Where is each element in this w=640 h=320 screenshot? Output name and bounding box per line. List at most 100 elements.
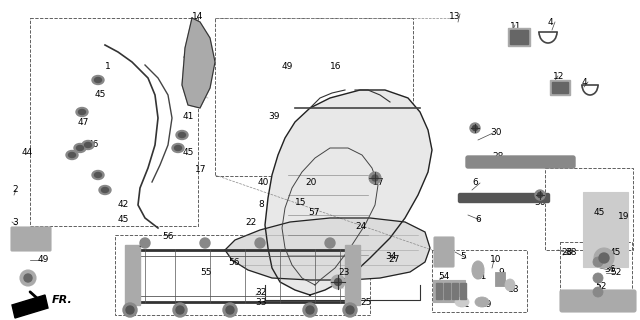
Ellipse shape [176, 131, 188, 140]
Polygon shape [225, 218, 430, 280]
Text: TA04B4012G: TA04B4012G [586, 305, 635, 314]
Ellipse shape [77, 146, 83, 150]
Text: 8: 8 [258, 200, 264, 209]
Text: 6: 6 [472, 178, 477, 187]
Text: 10: 10 [490, 255, 502, 264]
Ellipse shape [475, 297, 489, 307]
Ellipse shape [68, 153, 76, 157]
Text: 32: 32 [255, 288, 266, 297]
Ellipse shape [66, 150, 78, 159]
Circle shape [255, 238, 265, 248]
Circle shape [140, 238, 150, 248]
Ellipse shape [179, 132, 186, 138]
Text: 21: 21 [475, 272, 486, 281]
Bar [433, 280, 465, 302]
Circle shape [369, 172, 381, 184]
Text: 52: 52 [595, 282, 606, 291]
Text: 4: 4 [582, 78, 588, 87]
Text: 27: 27 [388, 255, 399, 264]
Text: 42: 42 [118, 200, 129, 209]
Text: 6: 6 [475, 215, 481, 224]
Text: 3: 3 [12, 218, 18, 227]
Circle shape [343, 303, 357, 317]
Circle shape [200, 238, 210, 248]
Circle shape [593, 287, 603, 297]
Text: 43: 43 [183, 52, 195, 61]
Bar [583, 192, 628, 267]
Circle shape [126, 306, 134, 314]
Text: 16: 16 [330, 62, 342, 71]
Bar [495, 272, 505, 286]
Circle shape [226, 306, 234, 314]
Text: 59: 59 [22, 238, 33, 247]
Circle shape [176, 306, 184, 314]
Text: 14: 14 [192, 12, 204, 21]
Bar [115, 235, 370, 315]
Circle shape [123, 303, 137, 317]
Circle shape [372, 175, 378, 181]
Circle shape [538, 193, 543, 197]
Text: 22: 22 [245, 218, 256, 227]
Text: 40: 40 [258, 178, 269, 187]
Text: 2: 2 [12, 185, 18, 194]
Text: 34: 34 [385, 252, 396, 261]
Text: 5: 5 [460, 252, 466, 261]
Circle shape [535, 190, 545, 200]
Text: 47: 47 [78, 118, 90, 127]
Text: 48: 48 [478, 195, 490, 204]
Ellipse shape [76, 108, 88, 116]
Circle shape [24, 274, 32, 282]
Text: 55: 55 [200, 268, 211, 277]
Text: 57: 57 [308, 208, 319, 217]
Circle shape [599, 253, 609, 263]
Circle shape [594, 248, 614, 268]
Bar [510, 30, 528, 44]
Circle shape [593, 257, 603, 267]
Text: 46: 46 [88, 140, 99, 149]
Ellipse shape [505, 279, 515, 291]
Bar [432, 250, 527, 312]
Text: 20: 20 [305, 178, 316, 187]
Circle shape [223, 303, 237, 317]
Text: 30: 30 [534, 198, 545, 207]
Ellipse shape [455, 297, 469, 307]
Circle shape [331, 275, 345, 289]
Ellipse shape [74, 143, 86, 153]
Bar [444, 283, 450, 299]
Text: 45: 45 [95, 90, 106, 99]
Text: 28: 28 [492, 152, 504, 161]
Text: FR.: FR. [52, 295, 73, 305]
Circle shape [303, 303, 317, 317]
FancyBboxPatch shape [560, 290, 636, 312]
Circle shape [173, 303, 187, 317]
Text: 24: 24 [355, 222, 366, 231]
Bar [545, 168, 633, 250]
Text: 54: 54 [438, 272, 449, 281]
Text: 23: 23 [338, 268, 349, 277]
Text: 35: 35 [600, 295, 611, 304]
Text: 58: 58 [442, 238, 454, 247]
Text: 9: 9 [498, 268, 504, 277]
Circle shape [593, 273, 603, 283]
Text: 45: 45 [183, 148, 195, 157]
FancyBboxPatch shape [458, 194, 550, 203]
Text: 51: 51 [332, 280, 344, 289]
Bar [125, 245, 140, 305]
Text: 39: 39 [268, 112, 280, 121]
Bar [30, 18, 198, 226]
FancyBboxPatch shape [434, 237, 454, 267]
Text: 45: 45 [594, 208, 605, 217]
Bar [550, 80, 570, 95]
Bar [215, 18, 413, 176]
Text: 12: 12 [553, 72, 564, 81]
Bar [560, 242, 632, 310]
Ellipse shape [82, 140, 94, 149]
Bar [552, 82, 568, 93]
Text: 30: 30 [490, 128, 502, 137]
Text: 15: 15 [295, 198, 307, 207]
Circle shape [335, 278, 342, 285]
Text: 11: 11 [510, 22, 522, 31]
Text: 45: 45 [118, 215, 129, 224]
Text: 4: 4 [548, 18, 554, 27]
Text: 55: 55 [138, 240, 150, 249]
